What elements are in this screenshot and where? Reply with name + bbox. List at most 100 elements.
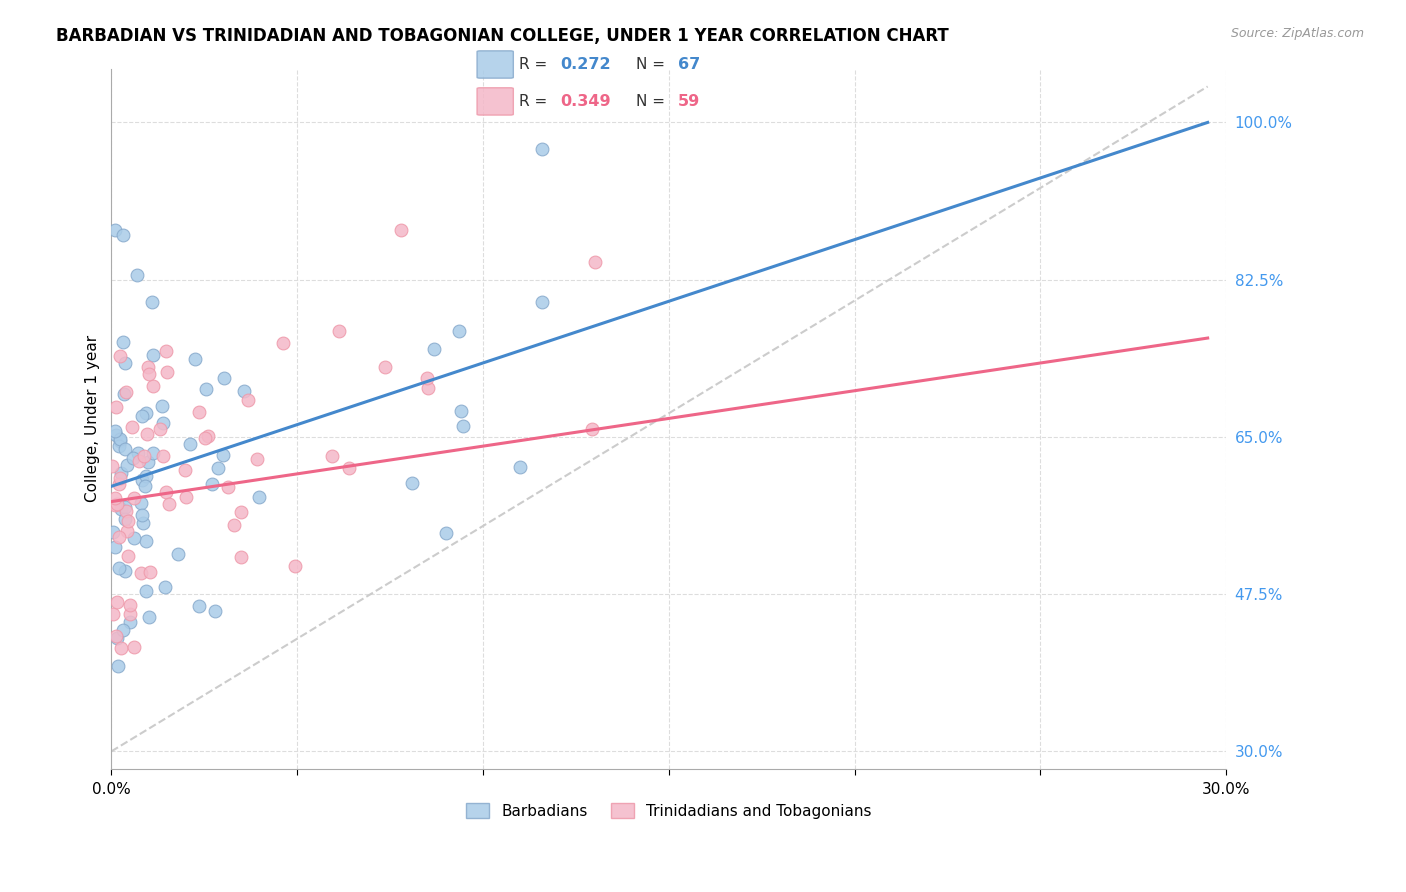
- Point: [284, 558, 307, 573]
- Text: Source: ZipAtlas.com: Source: ZipAtlas.com: [1230, 27, 1364, 40]
- Point: [450, 404, 472, 418]
- Point: [104, 498, 127, 512]
- Point: [135, 469, 157, 483]
- Point: [139, 565, 162, 579]
- Point: [159, 498, 181, 512]
- Point: [110, 641, 132, 656]
- Point: [104, 540, 127, 554]
- Point: [115, 524, 138, 538]
- Point: [194, 431, 217, 445]
- Point: [204, 604, 226, 618]
- Text: 59: 59: [678, 94, 700, 109]
- Point: [155, 343, 177, 358]
- Legend: Barbadians, Trinidadians and Tobagonians: Barbadians, Trinidadians and Tobagonians: [460, 797, 877, 825]
- Point: [131, 409, 153, 423]
- Point: [122, 451, 145, 466]
- Point: [121, 420, 143, 434]
- Point: [187, 405, 209, 419]
- FancyBboxPatch shape: [477, 87, 513, 115]
- Point: [108, 561, 131, 575]
- Point: [135, 406, 157, 420]
- Point: [142, 348, 165, 362]
- Point: [416, 382, 439, 396]
- Point: [104, 424, 127, 438]
- Point: [188, 599, 211, 614]
- Point: [246, 451, 269, 466]
- Point: [328, 324, 350, 338]
- Point: [108, 349, 131, 363]
- Point: [115, 458, 138, 472]
- Point: [401, 476, 423, 491]
- Point: [118, 607, 141, 621]
- Point: [135, 583, 157, 598]
- Point: [156, 365, 179, 379]
- Point: [112, 334, 135, 349]
- Point: [114, 564, 136, 578]
- Text: N =: N =: [636, 94, 669, 109]
- Point: [108, 477, 131, 491]
- Point: [115, 504, 138, 518]
- Point: [104, 401, 127, 415]
- Point: [374, 360, 396, 375]
- Point: [176, 490, 198, 504]
- Point: [141, 295, 163, 310]
- Point: [101, 458, 124, 473]
- Point: [434, 526, 457, 541]
- Point: [104, 223, 127, 237]
- Point: [129, 566, 152, 581]
- Point: [136, 359, 159, 374]
- Point: [222, 517, 245, 532]
- Point: [110, 501, 132, 516]
- Point: [152, 449, 174, 463]
- Point: [201, 476, 224, 491]
- Point: [581, 422, 603, 436]
- Point: [509, 459, 531, 474]
- Point: [108, 530, 131, 544]
- FancyBboxPatch shape: [477, 51, 513, 78]
- Point: [149, 422, 172, 436]
- Point: [114, 512, 136, 526]
- Point: [117, 549, 139, 563]
- Point: [247, 490, 270, 504]
- Point: [112, 387, 135, 401]
- Point: [132, 449, 155, 463]
- Point: [271, 336, 294, 351]
- Point: [138, 454, 160, 468]
- Point: [135, 534, 157, 549]
- Point: [416, 371, 439, 385]
- Point: [111, 227, 134, 242]
- Point: [337, 461, 360, 475]
- Point: [107, 439, 129, 453]
- Text: BARBADIAN VS TRINIDADIAN AND TOBAGONIAN COLLEGE, UNDER 1 YEAR CORRELATION CHART: BARBADIAN VS TRINIDADIAN AND TOBAGONIAN …: [56, 27, 949, 45]
- Point: [107, 659, 129, 673]
- Point: [122, 640, 145, 655]
- Point: [389, 223, 412, 237]
- Point: [236, 392, 259, 407]
- Text: N =: N =: [636, 57, 669, 72]
- Point: [129, 496, 152, 510]
- Text: 0.349: 0.349: [560, 94, 610, 109]
- Point: [132, 516, 155, 531]
- Point: [531, 295, 554, 310]
- Point: [114, 500, 136, 515]
- Point: [212, 448, 235, 462]
- Point: [150, 399, 173, 413]
- Point: [127, 268, 149, 282]
- Point: [451, 419, 474, 434]
- Point: [207, 460, 229, 475]
- Point: [194, 382, 217, 396]
- Point: [134, 479, 156, 493]
- Point: [231, 549, 253, 564]
- Point: [124, 531, 146, 545]
- Text: R =: R =: [519, 94, 553, 109]
- Point: [447, 324, 470, 338]
- Text: 67: 67: [678, 57, 700, 72]
- Point: [105, 497, 128, 511]
- Text: R =: R =: [519, 57, 553, 72]
- Point: [142, 445, 165, 459]
- Point: [104, 427, 127, 442]
- Point: [105, 595, 128, 609]
- Point: [197, 429, 219, 443]
- Point: [212, 371, 235, 385]
- Point: [423, 343, 446, 357]
